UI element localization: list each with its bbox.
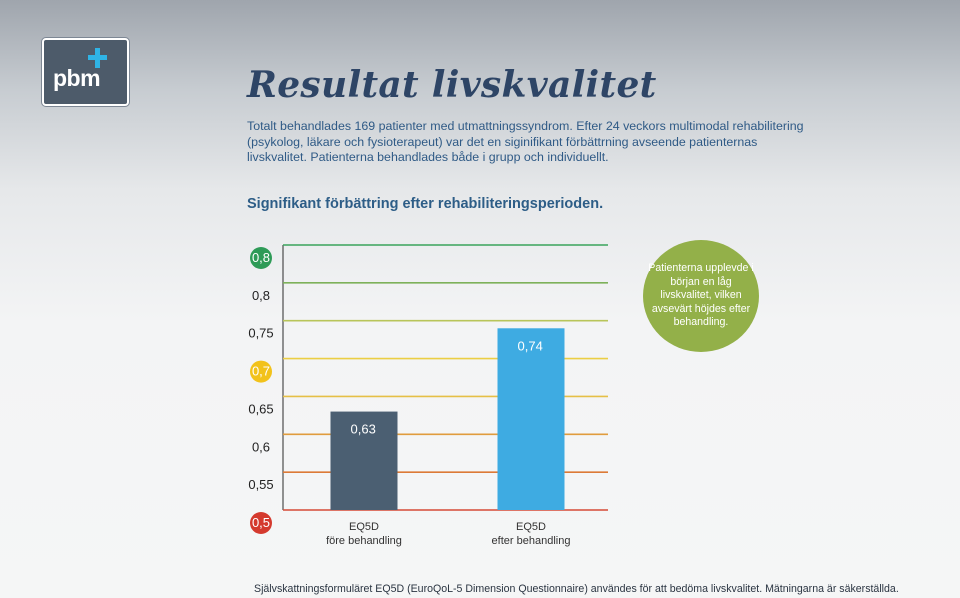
page-title: Resultat livskvalitet: [247, 64, 657, 106]
callout-bubble: Patienterna upplevde i början en låg liv…: [643, 240, 759, 352]
pbm-logo: pbm: [42, 38, 129, 106]
medical-cross-icon: [88, 48, 107, 68]
y-tick-label: 0,5: [252, 515, 270, 530]
y-tick-label: 0,6: [252, 439, 270, 454]
y-tick-label: 0,8: [252, 250, 270, 265]
chart-subtitle: Signifikant förbättring efter rehabilite…: [247, 196, 604, 212]
tick-badge: [250, 360, 272, 383]
logo-text: pbm: [53, 65, 101, 91]
bar: [330, 411, 398, 510]
y-tick-label: 0,65: [248, 401, 273, 416]
bar: [497, 328, 565, 510]
y-tick-label: 0,55: [248, 477, 273, 492]
x-category-label: EQ5D efter behandling: [492, 521, 571, 547]
x-category-label: EQ5D före behandling: [326, 521, 402, 547]
tick-badge: [250, 512, 272, 534]
tick-badge: [250, 247, 272, 269]
y-tick-label: 0,75: [248, 326, 273, 341]
y-tick-label: 0,7: [252, 364, 270, 379]
bar-value-label: 0,74: [518, 338, 543, 353]
intro-text: Totalt behandlades 169 patienter med utm…: [247, 119, 804, 165]
y-tick-label: 0,8: [252, 288, 270, 303]
callout-text: Patienterna upplevde i början en låg liv…: [648, 262, 754, 329]
footnote: Självskattningsformuläret EQ5D (EuroQoL-…: [254, 583, 899, 595]
bar-value-label: 0,63: [351, 422, 376, 437]
